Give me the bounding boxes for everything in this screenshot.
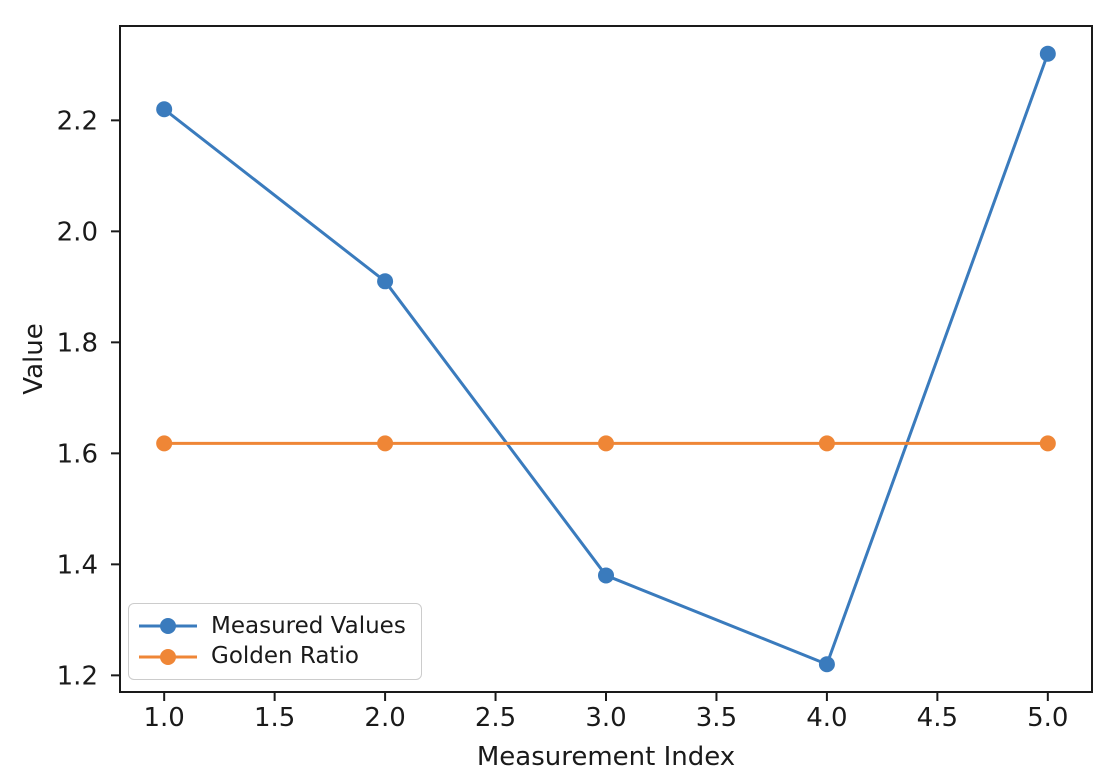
x-tick-label: 4.0 [806, 703, 847, 733]
data-point-golden-ratio [377, 435, 394, 452]
y-axis-label: Value [19, 323, 49, 395]
x-tick-label: 2.5 [475, 703, 516, 733]
x-tick-label: 3.0 [585, 703, 626, 733]
legend-label: Golden Ratio [211, 643, 359, 670]
plot-border [119, 25, 1093, 693]
legend-item-measured-values: Measured Values [139, 612, 413, 639]
data-point-measured-values [377, 273, 394, 290]
data-point-golden-ratio [818, 435, 835, 452]
x-tick-label: 3.5 [696, 703, 737, 733]
y-tick-label: 2.0 [57, 217, 98, 247]
data-point-golden-ratio [598, 435, 614, 452]
y-tick-label: 1.6 [57, 439, 98, 469]
x-tick-label: 2.0 [364, 703, 405, 733]
legend-line-marker-icon [139, 618, 197, 635]
legend-item-golden-ratio: Golden Ratio [139, 645, 413, 668]
y-tick-label: 1.2 [57, 661, 98, 691]
x-tick-label: 5.0 [1027, 703, 1068, 733]
data-point-measured-values [598, 567, 614, 584]
y-tick-label: 1.8 [57, 328, 98, 358]
data-point-measured-values [156, 101, 173, 118]
y-tick-label: 2.2 [57, 106, 98, 136]
x-tick-label: 1.0 [144, 703, 185, 733]
data-point-golden-ratio [156, 435, 173, 452]
x-axis-label: Measurement Index [476, 742, 736, 772]
data-point-golden-ratio [1039, 435, 1056, 452]
data-point-measured-values [1039, 45, 1056, 62]
x-tick-label: 4.5 [917, 703, 958, 733]
legend-line-marker-icon [139, 648, 197, 665]
data-point-measured-values [818, 656, 835, 673]
y-tick-label: 1.4 [57, 550, 98, 580]
legend: Measured Values Golden Ratio [128, 603, 422, 680]
x-tick-label: 1.5 [254, 703, 295, 733]
legend-label: Measured Values [211, 612, 406, 639]
